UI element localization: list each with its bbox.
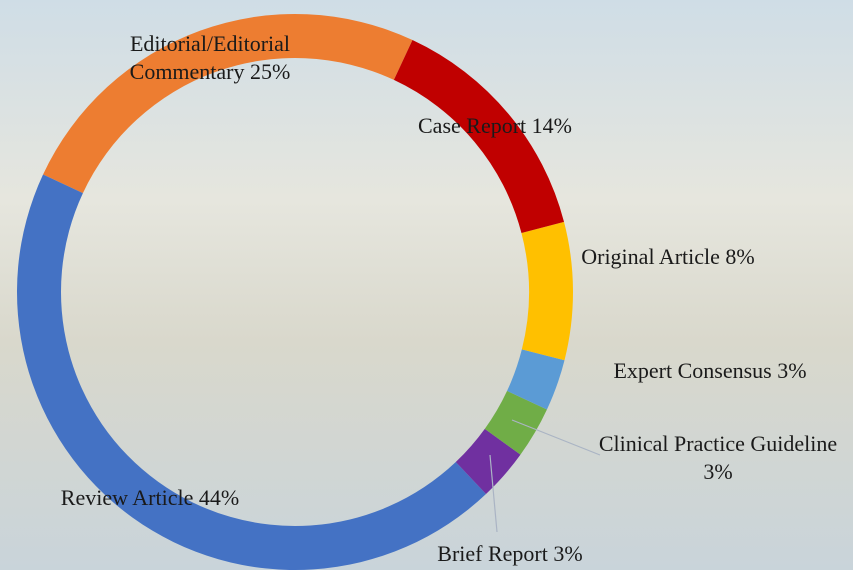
- data-label: Clinical Practice Guideline 3%: [598, 430, 838, 486]
- donut-slice: [521, 222, 573, 360]
- data-label: Review Article 44%: [10, 484, 290, 512]
- data-label: Expert Consensus 3%: [560, 357, 853, 385]
- data-label: Case Report 14%: [385, 112, 605, 140]
- data-label: Editorial/Editorial Commentary 25%: [80, 30, 340, 86]
- data-label: Brief Report 3%: [380, 540, 640, 568]
- data-label: Original Article 8%: [578, 243, 758, 271]
- chart: Case Report 14% Original Article 8% Expe…: [0, 0, 853, 570]
